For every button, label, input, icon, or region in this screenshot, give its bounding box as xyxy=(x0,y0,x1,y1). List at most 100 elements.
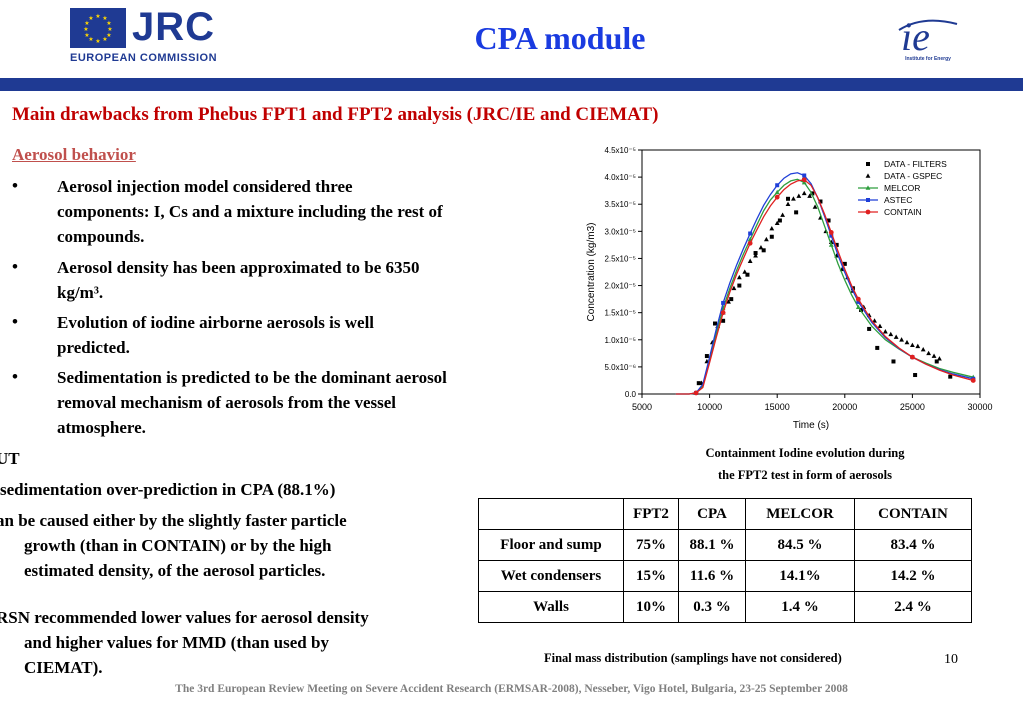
table-cell: 88.1 % xyxy=(678,529,746,561)
contain-point xyxy=(774,194,780,200)
ie-logo-icon: ie xyxy=(893,10,963,65)
svg-text:★: ★ xyxy=(106,32,111,39)
data-filters-point xyxy=(794,210,799,215)
table-cell: 0.3 % xyxy=(678,591,746,623)
contain-point xyxy=(970,378,976,383)
svg-text:★: ★ xyxy=(84,20,89,27)
data-filters-point xyxy=(737,283,742,288)
table-row: Floor and sump 75% 88.1 % 84.5 % 83.4 % xyxy=(478,529,972,561)
data-gspec-point xyxy=(920,346,926,352)
bullet-item: Aerosol injection model considered three… xyxy=(57,174,547,249)
data-filters-point xyxy=(753,251,758,256)
x-tick-label: 20000 xyxy=(832,402,857,412)
bullet-item: Evolution of iodine airborne aerosols is… xyxy=(57,310,547,360)
legend-marker-melcor xyxy=(865,185,871,190)
astec-point xyxy=(721,300,726,305)
table-cell: 14.2 % xyxy=(854,560,972,592)
table-cell: 14.1% xyxy=(745,560,855,592)
svg-text:★: ★ xyxy=(88,15,93,22)
text-line: RSN recommended lower values for aerosol… xyxy=(0,608,369,627)
data-gspec-point xyxy=(904,339,910,345)
data-gspec-point xyxy=(763,236,769,242)
data-filters-point xyxy=(891,359,896,364)
contain-line xyxy=(675,179,974,395)
table-cell: Walls xyxy=(478,591,624,623)
data-filters-point xyxy=(777,218,782,223)
legend-marker-contain xyxy=(865,209,871,215)
bullet-line: components: I, Cs and a mixture includin… xyxy=(57,202,443,221)
text-line: UT xyxy=(0,449,20,468)
data-gspec-point xyxy=(926,350,932,356)
bullet-line: atmosphere. xyxy=(57,418,146,437)
svg-text:★: ★ xyxy=(102,36,107,43)
data-gspec-point xyxy=(812,204,818,209)
x-axis-label: Time (s) xyxy=(793,420,829,431)
astec-point xyxy=(829,233,834,238)
y-tick-label: 1.0x10⁻⁵ xyxy=(604,336,636,345)
data-filters-point xyxy=(745,272,750,277)
data-gspec-point xyxy=(769,226,775,231)
data-filters-point xyxy=(875,345,880,350)
legend-label: ASTEC xyxy=(884,195,912,205)
chart-caption-line: the FPT2 test in form of aerosols xyxy=(717,468,893,482)
mass-distribution-table: FPT2 CPA MELCOR CONTAIN Floor and sump 7… xyxy=(478,498,972,623)
data-gspec-point xyxy=(893,334,899,339)
bullet-line: compounds. xyxy=(57,227,145,246)
table-cell: 11.6 % xyxy=(678,560,746,592)
chart-caption-line: Containment Iodine evolution during xyxy=(705,446,905,460)
astec-point xyxy=(802,173,807,178)
svg-text:★: ★ xyxy=(84,32,89,39)
contain-point xyxy=(801,177,807,183)
text-line: sedimentation over-prediction in CPA (88… xyxy=(0,480,336,499)
contain-point xyxy=(747,240,753,246)
page-title: CPA module xyxy=(474,20,646,56)
bullet-marker: • xyxy=(12,257,18,276)
ie-logo-caption: Institute for Energy xyxy=(905,56,951,62)
data-gspec-point xyxy=(899,337,904,342)
data-gspec-point xyxy=(910,342,915,347)
data-gspec-point xyxy=(742,269,748,274)
data-filters-point xyxy=(867,326,872,331)
data-gspec-point xyxy=(780,212,786,217)
y-tick-label: 4.5x10⁻⁵ xyxy=(604,146,636,155)
bullet-item: Sedimentation is predicted to be the dom… xyxy=(57,365,547,440)
table-header-row: FPT2 CPA MELCOR CONTAIN xyxy=(478,498,972,530)
data-filters-point xyxy=(721,318,726,323)
legend-marker-astec xyxy=(866,198,870,202)
contain-point xyxy=(828,230,834,235)
data-filters-point xyxy=(696,381,701,386)
iodine-concentration-chart: 5000 10000 15000 20000 25000 30000 0.0 5.0x10⁻⁶… xyxy=(586,146,993,431)
bullet-line: Aerosol density has been approximated to… xyxy=(57,258,420,277)
melcor-line xyxy=(675,178,974,395)
y-tick-label: 3.5x10⁻⁵ xyxy=(604,200,636,209)
table-header-cell: FPT2 xyxy=(623,498,679,530)
european-commission-label: EUROPEAN COMMISSION xyxy=(70,52,218,64)
data-gspec-point xyxy=(882,329,888,334)
bullet-marker: • xyxy=(12,312,18,331)
data-gspec-point xyxy=(807,193,813,198)
y-tick-label: 2.0x10⁻⁵ xyxy=(604,282,636,291)
svg-text:★: ★ xyxy=(95,13,100,20)
table-cell: 10% xyxy=(623,591,679,623)
data-gspec-point xyxy=(785,201,791,207)
data-gspec-point xyxy=(877,323,883,329)
y-tick-label: 5.0x10⁻⁶ xyxy=(604,363,636,372)
data-filters-point xyxy=(704,354,709,359)
legend-label: DATA - FILTERS xyxy=(884,159,947,169)
svg-text:★: ★ xyxy=(102,15,107,22)
data-gspec-point xyxy=(801,190,807,196)
x-tick-label: 5000 xyxy=(632,402,652,412)
data-gspec-point xyxy=(915,343,921,349)
x-tick-label: 30000 xyxy=(967,402,992,412)
data-gspec-point xyxy=(747,258,753,263)
table-cell: 2.4 % xyxy=(854,591,972,623)
contain-point xyxy=(855,296,861,302)
astec-point xyxy=(748,231,753,236)
data-gspec-point xyxy=(753,253,758,258)
melcor-point xyxy=(828,242,834,247)
svg-text:★: ★ xyxy=(107,26,112,33)
y-tick-label: 2.5x10⁻⁵ xyxy=(604,254,636,263)
bullet-line: Aerosol injection model considered three xyxy=(57,177,353,196)
data-filters-point xyxy=(948,374,953,379)
data-filters-point xyxy=(713,321,718,326)
